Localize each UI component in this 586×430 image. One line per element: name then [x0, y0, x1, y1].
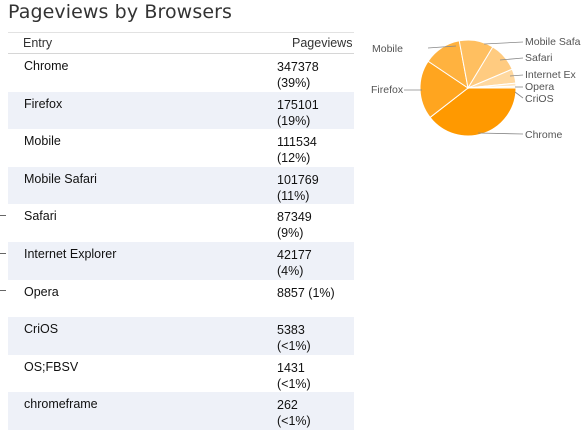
pie-label: Safari — [525, 52, 552, 64]
pageviews-count: 347378 — [277, 60, 319, 74]
pageviews-count: 42177 — [277, 247, 312, 262]
pageviews-percent: (9%) — [277, 226, 304, 241]
entry-cell: CriOS — [24, 322, 59, 337]
pageviews-count: 262 — [277, 398, 298, 413]
table-row[interactable]: Opera 8857 (1%) — [8, 280, 354, 318]
entry-cell: Chrome — [24, 59, 69, 73]
pageviews-percent: (<1%) — [277, 339, 311, 354]
entry-cell: Internet Explorer — [24, 246, 117, 261]
pageviews-cell: 5383 (<1%) — [264, 317, 339, 355]
pageviews-count: 175101 — [277, 97, 319, 112]
pageviews-cell: 42177 (4%) — [264, 242, 339, 280]
pageviews-cell: 111534 (12%) — [264, 129, 339, 167]
table-row[interactable]: OS;FBSV 1431 (<1%) — [8, 355, 354, 393]
pie-leader-line — [509, 74, 524, 77]
table-row[interactable]: Mobile Safari 101769 (11%) — [8, 166, 354, 205]
pageviews-percent: (4%) — [277, 263, 304, 278]
pageviews-count: 1431 — [277, 360, 305, 375]
pageviews-percent: (11%) — [277, 188, 310, 203]
pageviews-cell: 347378 (39%) — [264, 54, 339, 92]
pie-label: CriOS — [525, 93, 554, 105]
table-row[interactable]: CriOS 5383 (<1%) — [8, 317, 354, 355]
table-row[interactable]: chromeframe 262 (<1%) — [8, 392, 354, 430]
pie-label: Mobile — [372, 43, 403, 55]
pageviews-count: 5383 — [277, 323, 305, 338]
pageviews-count: 111534 — [277, 135, 317, 150]
browser-table: Entry Pageviews Chrome 347378 (39%) Firefox… — [8, 32, 354, 430]
pageviews-percent: (<1%) — [277, 376, 311, 391]
pageviews-cell: 87349 (9%) — [264, 204, 339, 242]
pageviews-cell: 262 (<1%) — [264, 392, 339, 430]
entry-cell: Mobile Safari — [24, 171, 97, 186]
pageviews-count: 8857 (1%) — [277, 285, 335, 300]
table-header: Entry Pageviews — [8, 33, 354, 54]
entry-cell: chromeframe — [24, 397, 98, 412]
table-row[interactable]: Internet Explorer 42177 (4%) — [8, 241, 354, 280]
pie-label: Internet Ex — [525, 69, 577, 81]
column-header-entry[interactable]: Entry — [23, 36, 53, 50]
pie-label: Firefox — [371, 84, 404, 96]
page-title: Pageviews by Browsers — [8, 1, 233, 23]
pageviews-percent: (12%) — [277, 151, 311, 166]
entry-cell: OS;FBSV — [24, 359, 79, 374]
pageviews-percent: (<1%) — [277, 414, 311, 429]
table-row[interactable]: Safari 87349 (9%) — [8, 204, 354, 242]
table-row[interactable]: Firefox 175101 (19%) — [8, 91, 354, 130]
pie-leader-line — [499, 57, 524, 61]
pie-leader-line — [427, 45, 457, 49]
table-row[interactable]: Chrome 347378 (39%) — [8, 54, 354, 92]
pageviews-cell: 101769 (11%) — [264, 167, 339, 205]
pageviews-cell: 1431 (<1%) — [264, 355, 339, 393]
edge-tick — [0, 290, 6, 291]
column-header-pageviews[interactable]: Pageviews — [292, 36, 353, 50]
pageviews-count: 101769 — [277, 172, 319, 187]
entry-cell: Mobile — [24, 134, 61, 149]
pageviews-count: 87349 — [277, 210, 312, 225]
pageviews-cell: 175101 (19%) — [264, 92, 339, 130]
pie-chart: Mobile Firefox Mobile Safa Safari Internet E… — [371, 36, 581, 141]
pageviews-percent: (19%) — [277, 113, 311, 128]
entry-cell: Safari — [24, 209, 57, 224]
edge-tick — [0, 253, 6, 254]
pie-label: Opera — [525, 81, 554, 93]
entry-cell: Firefox — [24, 96, 63, 111]
pie-label: Mobile Safa — [525, 36, 581, 48]
pie-leader-line — [514, 91, 524, 99]
pageviews-cell: 8857 (1%) — [264, 280, 339, 318]
edge-tick — [0, 215, 6, 216]
pie-leader-line — [483, 41, 524, 45]
table-row[interactable]: Mobile 111534 (12%) — [8, 129, 354, 167]
pie-label: Chrome — [525, 129, 563, 141]
pie-leader-line — [477, 132, 524, 135]
entry-cell: Opera — [24, 284, 59, 299]
pageviews-percent: (39%) — [277, 76, 311, 90]
